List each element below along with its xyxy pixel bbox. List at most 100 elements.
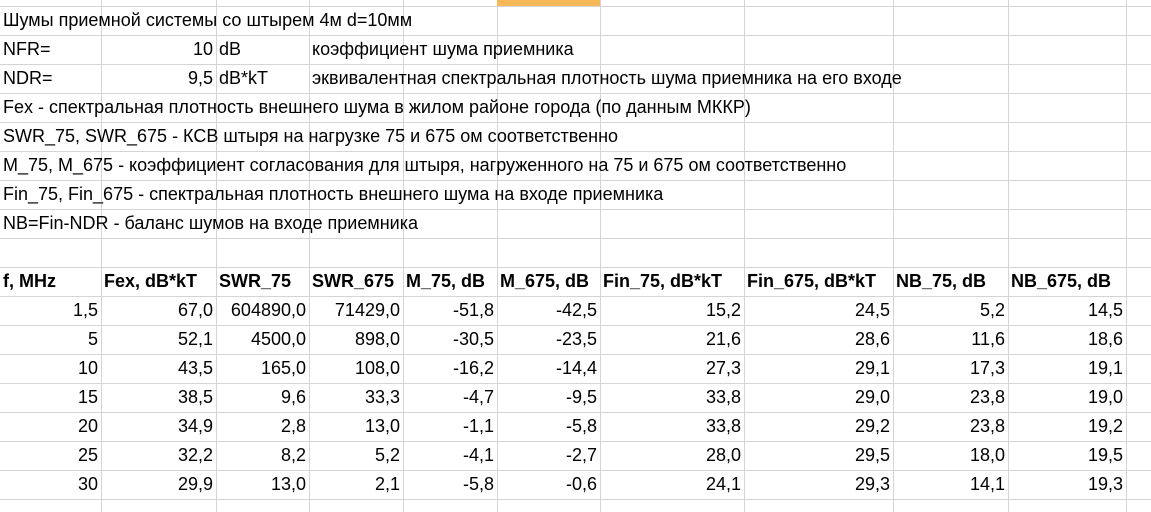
data-cell[interactable]: 43,5 — [177, 358, 213, 378]
info-cell-unit[interactable] — [216, 209, 309, 238]
data-cell[interactable]: 11,6 — [971, 329, 1005, 349]
data-cell[interactable]: 10 — [77, 358, 98, 378]
info-cell-description[interactable] — [309, 180, 403, 209]
data-cell[interactable]: -1,1 — [462, 416, 494, 436]
data-cell[interactable]: 19,0 — [1087, 387, 1123, 407]
data-cell[interactable]: 5,2 — [374, 445, 400, 465]
data-cell[interactable]: -5,8 — [462, 474, 494, 494]
data-cell[interactable]: 30 — [77, 474, 98, 494]
info-cell-unit[interactable] — [216, 93, 309, 122]
data-cell[interactable]: 20 — [77, 416, 98, 436]
data-cell[interactable]: 67,0 — [177, 300, 213, 320]
data-cell[interactable]: 32,2 — [177, 445, 213, 465]
info-cell-value[interactable] — [101, 6, 216, 35]
data-cell[interactable]: 165,0 — [260, 358, 306, 378]
data-cell[interactable]: 5,2 — [979, 300, 1005, 320]
info-cell-label[interactable]: NFR= — [3, 39, 51, 59]
data-cell[interactable]: 19,5 — [1087, 445, 1123, 465]
data-cell[interactable]: 29,9 — [177, 474, 213, 494]
data-cell[interactable]: 34,9 — [177, 416, 213, 436]
info-cell-label[interactable]: NB=Fin-NDR - баланс шумов на входе прием… — [3, 213, 418, 233]
data-cell[interactable]: 24,1 — [705, 474, 741, 494]
data-cell[interactable]: 604890,0 — [230, 300, 306, 320]
column-header-cell[interactable]: f, MHz — [3, 271, 56, 291]
data-cell[interactable]: 29,5 — [854, 445, 890, 465]
data-cell[interactable]: 17,3 — [969, 358, 1005, 378]
data-cell[interactable]: 2,8 — [280, 416, 306, 436]
column-header-cell[interactable]: Fin_75, dB*kT — [603, 271, 723, 291]
data-cell[interactable]: 898,0 — [354, 329, 400, 349]
data-cell[interactable]: 28,0 — [705, 445, 741, 465]
data-cell[interactable]: 15 — [77, 387, 98, 407]
info-cell-value[interactable] — [101, 151, 216, 180]
info-cell-value[interactable] — [101, 122, 216, 151]
column-header-cell[interactable]: M_675, dB — [500, 271, 590, 291]
info-cell-description[interactable] — [309, 6, 403, 35]
info-cell-value[interactable]: 9,5 — [187, 68, 213, 88]
data-cell[interactable]: 27,3 — [705, 358, 741, 378]
data-cell[interactable]: -9,5 — [565, 387, 597, 407]
data-cell[interactable]: 19,3 — [1087, 474, 1123, 494]
data-cell[interactable]: 18,0 — [969, 445, 1005, 465]
column-header-cell[interactable]: M_75, dB — [406, 271, 486, 291]
column-header-cell[interactable]: SWR_75 — [219, 271, 292, 291]
data-cell[interactable]: -23,5 — [555, 329, 597, 349]
info-cell-description[interactable] — [309, 209, 403, 238]
info-cell-value[interactable] — [101, 209, 216, 238]
info-cell-unit[interactable] — [216, 180, 309, 209]
data-cell[interactable]: 52,1 — [177, 329, 213, 349]
data-cell[interactable]: 14,5 — [1087, 300, 1123, 320]
info-cell-unit[interactable] — [216, 6, 309, 35]
data-cell[interactable]: 5 — [87, 329, 98, 349]
data-cell[interactable]: 4500,0 — [250, 329, 306, 349]
column-header-cell[interactable]: Fin_675, dB*kT — [747, 271, 877, 291]
data-cell[interactable]: 23,8 — [969, 416, 1005, 436]
data-cell[interactable]: 19,1 — [1087, 358, 1123, 378]
data-cell[interactable]: 8,2 — [280, 445, 306, 465]
data-cell[interactable]: 13,0 — [270, 474, 306, 494]
data-cell[interactable]: 19,2 — [1087, 416, 1123, 436]
data-cell[interactable]: 29,0 — [854, 387, 890, 407]
info-cell-description[interactable]: коэффициент шума приемника — [312, 39, 574, 59]
data-cell[interactable]: 25 — [77, 445, 98, 465]
info-cell-label[interactable]: NDR= — [3, 68, 53, 88]
data-cell[interactable]: 33,8 — [705, 387, 741, 407]
data-cell[interactable]: -51,8 — [452, 300, 494, 320]
data-cell[interactable]: 33,3 — [364, 387, 400, 407]
data-cell[interactable]: 38,5 — [177, 387, 213, 407]
data-cell[interactable]: -30,5 — [452, 329, 494, 349]
data-cell[interactable]: 29,3 — [854, 474, 890, 494]
info-cell-unit[interactable] — [216, 151, 309, 180]
data-cell[interactable]: -2,7 — [565, 445, 597, 465]
data-cell[interactable]: 9,6 — [280, 387, 306, 407]
info-cell-label[interactable]: SWR_75, SWR_675 - КСВ штыря на нагрузке … — [3, 126, 619, 146]
data-cell[interactable]: -42,5 — [555, 300, 597, 320]
info-cell-value[interactable] — [101, 93, 216, 122]
data-cell[interactable]: -4,7 — [462, 387, 494, 407]
data-cell[interactable]: 15,2 — [705, 300, 741, 320]
info-cell-unit[interactable] — [216, 122, 309, 151]
column-header-cell[interactable]: NB_675, dB — [1011, 271, 1112, 291]
data-cell[interactable]: 29,1 — [854, 358, 890, 378]
data-cell[interactable]: -0,6 — [565, 474, 597, 494]
data-cell[interactable]: 29,2 — [854, 416, 890, 436]
data-cell[interactable]: 13,0 — [364, 416, 400, 436]
info-cell-label[interactable]: Шумы приемной системы со штырем 4м d=10м… — [3, 10, 413, 30]
info-cell-value[interactable] — [101, 180, 216, 209]
data-cell[interactable]: 33,8 — [705, 416, 741, 436]
info-cell-description[interactable]: эквивалентная спектральная плотность шум… — [312, 68, 902, 88]
info-cell-value[interactable]: 10 — [192, 39, 213, 59]
info-cell-description[interactable] — [309, 122, 403, 151]
data-cell[interactable]: 18,6 — [1087, 329, 1123, 349]
data-cell[interactable]: 23,8 — [969, 387, 1005, 407]
data-cell[interactable]: 28,6 — [854, 329, 890, 349]
data-cell[interactable]: -16,2 — [452, 358, 494, 378]
info-cell-unit[interactable]: dB — [219, 39, 242, 59]
data-cell[interactable]: 108,0 — [354, 358, 400, 378]
info-cell-description[interactable] — [309, 151, 403, 180]
column-header-cell[interactable]: NB_75, dB — [896, 271, 987, 291]
info-cell-label[interactable]: M_75, M_675 - коэффициент согласования д… — [3, 155, 847, 175]
data-cell[interactable]: 21,6 — [705, 329, 741, 349]
data-cell[interactable]: 71429,0 — [334, 300, 400, 320]
data-cell[interactable]: 14,1 — [969, 474, 1005, 494]
